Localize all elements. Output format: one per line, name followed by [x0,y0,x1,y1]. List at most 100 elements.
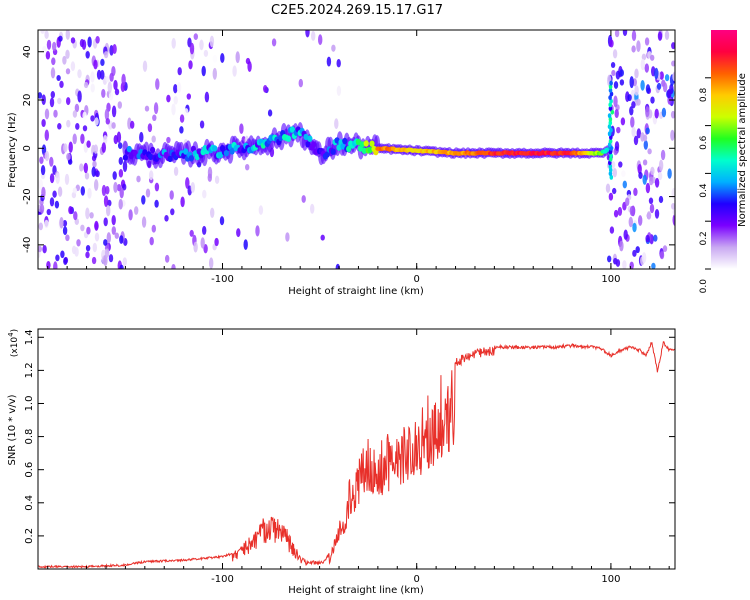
spectrogram-noise-cell [643,140,648,150]
ridge-cell [148,153,154,161]
spectrogram-noise-cell [622,260,627,269]
spectrogram-noise-cell [657,171,663,181]
spectrogram-noise-cell [122,257,128,267]
spectrogram-noise-cell [96,69,102,80]
spectrogram-noise-cell [185,177,190,189]
spectrogram-noise-cell [64,173,70,186]
spectrogram-noise-cell [119,264,124,269]
ridge-streak-cell [609,80,613,86]
spectrogram-noise-cell [80,133,85,144]
spectrogram-noise-cell [92,242,98,253]
spectrogram-noise-cell [55,172,60,185]
colorbar-ticks: 0.0 0.2 0.4 0.6 0.8 [699,77,711,293]
spectrogram-noise-cell [83,81,89,89]
spectrogram-noise-cell [45,183,50,193]
spectrogram-noise-cell [336,85,342,96]
spectrogram-noise-cell [44,108,50,120]
spectrogram-noise-cell [305,30,310,38]
spectrogram-noise-cell [65,30,70,40]
spectrogram-noise-cell [91,256,97,265]
spectrogram-noise-cell [658,195,664,204]
spectrogram-noise-cell [46,208,51,216]
spectrogram-noise-cell [171,37,176,49]
spectrogram-x-axis: -100 0 100 [47,30,670,285]
spectrogram-noise-cell [645,106,650,118]
spectrogram-noise-cell [39,203,45,214]
spectrogram-noise-cell [65,49,70,59]
snr-y-tick-label: 1.4 [24,329,35,345]
spectrogram-noise-cell [117,101,123,109]
spectrogram-noise-cell [108,91,114,101]
spectrogram-noise-cell [660,149,666,161]
spectrogram-noise-cell [613,257,618,265]
spectrogram-noise-cell [619,69,624,77]
spectrogram-noise-cell [52,41,57,52]
spectrogram-noise-cell [609,226,615,234]
spectrogram-noise-cell [68,141,73,153]
spectrogram-noise-cell [116,131,122,143]
figure-title: C2E5.2024.269.15.17.G17 [271,3,443,18]
snr-background [38,329,675,569]
spectrogram-noise-cell [640,132,645,142]
spectrogram-noise-cell [165,254,170,263]
ridge-cell [346,145,352,153]
spectrogram-noise-cell [631,126,636,137]
spectrogram-noise-cell [41,118,46,128]
spectrogram-noise-cell [615,70,621,80]
spectrogram-noise-cell [147,123,153,133]
ridge-streak-cell [610,109,615,115]
spectrogram-noise-cell [84,172,90,180]
snr-x-tick-label: -100 [211,574,234,585]
spectrogram-noise-cell [664,74,670,82]
spectrogram-noise-cell [171,264,176,269]
spectrogram-noise-cell [134,206,139,215]
spectrogram-noise-cell [51,57,56,66]
spectrogram-noise-cell [607,255,612,263]
spectrogram-noise-cell [94,220,99,231]
spectrogram-noise-cell [77,69,82,79]
spectrogram-noise-cell [80,186,86,196]
spectrogram-noise-cell [331,44,336,52]
spectrogram-noise-cell [72,133,77,145]
spectrogram-noise-cell [149,236,154,246]
spectrogram-noise-cell [40,30,45,34]
spectrogram-noise-cell [622,180,627,189]
spectrogram-noise-cell [62,220,68,227]
spectrogram-noise-cell [65,234,70,242]
spectrogram-noise-cell [75,122,80,130]
spectrogram-noise-cell [207,173,212,182]
spectrogram-noise-cell [72,187,78,194]
spectrogram-noise-cell [151,224,156,233]
snr-x-label: Height of straight line (km) [288,585,424,596]
spectrogram-noise-cell [79,163,84,172]
spectrogram-noise-cell [320,234,325,241]
spectrogram-noise-cell [101,88,106,98]
spectrogram-noise-cell [650,166,655,176]
ridge-cell [369,140,375,147]
spectrogram-noise-cell [103,134,108,145]
spectrogram-noise-cell [122,160,128,173]
spectrogram-noise-cell [186,93,191,100]
spectrogram-noise-cell [232,65,237,77]
spectrogram-noise-cell [83,162,89,174]
snr-plot-area [38,341,675,569]
spectrogram-noise-cell [605,183,611,193]
spectrogram-noise-cell [644,37,650,46]
spectrogram-noise-cell [151,135,156,143]
spectrogram-noise-cell [220,52,225,64]
spectrogram-noise-cell [145,188,151,198]
colorbar-tick-label: 0.8 [699,88,709,103]
spectrogram-noise-cell [179,114,185,123]
spectrogram-noise-cell [94,179,99,191]
spectrogram-noise-cell [70,61,76,72]
spectrogram-noise-cell [612,167,617,178]
spectrogram-noise-cell [658,159,664,172]
spectrogram-noise-cell [180,196,185,208]
spectrogram-noise-cell [645,84,651,94]
spectrogram-noise-cell [608,192,614,201]
spectrogram-noise-layer [38,30,675,269]
spectrogram-noise-cell [326,56,332,67]
spectrogram-x-tick-label: -100 [211,274,234,285]
spectrogram-noise-cell [139,131,144,143]
ridge-cell [359,141,365,148]
